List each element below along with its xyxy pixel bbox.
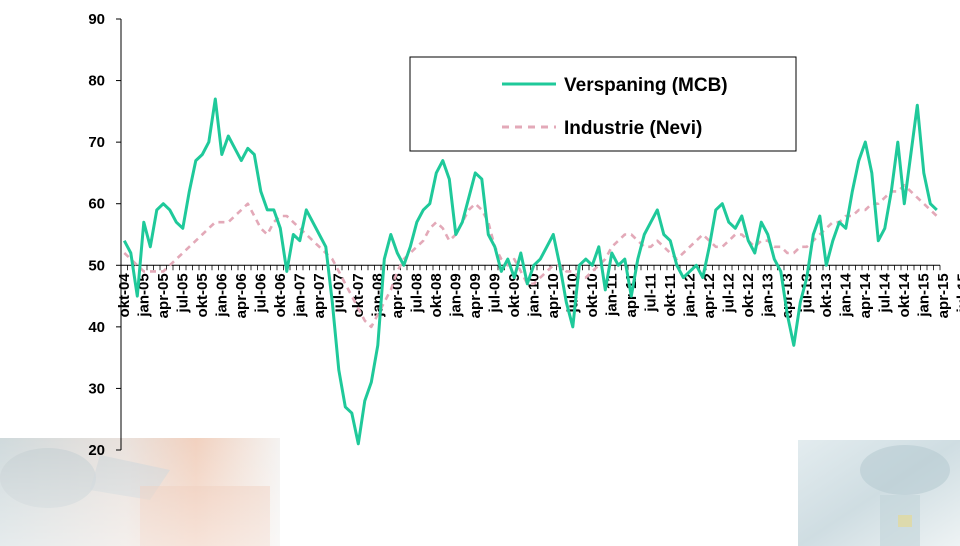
x-tick-label: jan-11 (604, 273, 621, 317)
x-tick-label: okt-06 (272, 273, 289, 317)
x-tick-label: jul-15 (955, 273, 960, 313)
x-tick-label: apr-10 (545, 273, 562, 318)
y-axis-ticks: 20 30 40 50 60 70 80 90 (88, 11, 121, 459)
x-tick-label: jan-07 (292, 273, 309, 317)
y-tick-label: 30 (88, 380, 105, 397)
x-tick-label: jul-05 (175, 273, 192, 313)
y-tick-label: 60 (88, 196, 105, 213)
legend: Verspaning (MCB) Industrie (Nevi) (409, 56, 797, 152)
x-tick-label: jan-05 (136, 273, 153, 317)
y-tick-label: 80 (88, 73, 105, 90)
legend-label-verspaning: Verspaning (MCB) (564, 75, 728, 96)
x-tick-label: okt-05 (194, 273, 211, 317)
x-tick-label: jul-11 (643, 273, 660, 312)
y-tick-label: 70 (88, 134, 105, 151)
x-tick-label: okt-13 (818, 273, 835, 317)
x-tick-label: jul-06 (253, 273, 270, 313)
axes (120, 19, 941, 450)
x-tick-label: apr-08 (389, 273, 406, 318)
x-tick-label: apr-06 (233, 273, 250, 318)
x-tick-label: apr-14 (857, 273, 874, 319)
machining-photo (0, 438, 280, 546)
x-tick-label: okt-14 (896, 273, 913, 318)
x-tick-label: okt-10 (584, 273, 601, 317)
x-tick-label: jul-14 (877, 273, 894, 314)
y-tick-label: 40 (88, 319, 105, 336)
x-tick-label: okt-12 (740, 273, 757, 317)
x-tick-label: jul-08 (409, 273, 426, 313)
x-tick-label: jul-12 (721, 273, 738, 313)
legend-label-industrie: Industrie (Nevi) (564, 118, 702, 139)
x-tick-label: okt-08 (428, 273, 445, 317)
y-tick-label: 90 (88, 11, 105, 28)
x-tick-label: jan-10 (526, 273, 543, 317)
x-tick-label: apr-07 (311, 273, 328, 318)
x-tick-label: apr-12 (701, 273, 718, 318)
x-tick-label: jan-14 (838, 273, 855, 318)
y-tick-label: 20 (88, 442, 105, 459)
x-tick-label: jan-09 (448, 273, 465, 317)
x-tick-label: apr-05 (155, 273, 172, 318)
y-tick-label: 50 (88, 257, 105, 274)
x-tick-label: apr-15 (935, 273, 952, 318)
x-tick-label: okt-09 (506, 273, 523, 317)
legend-box (409, 56, 797, 152)
x-tick-label: jul-13 (799, 273, 816, 313)
x-tick-label: okt-07 (350, 273, 367, 317)
x-tick-label: jul-07 (331, 273, 348, 313)
x-tick-label: okt-11 (662, 273, 679, 316)
x-tick-label: jan-13 (760, 273, 777, 317)
series-layer (122, 97, 938, 446)
milling-photo (798, 440, 960, 546)
x-tick-label: jan-15 (916, 273, 933, 317)
x-tick-label: jan-12 (682, 273, 699, 317)
x-tick-label: jul-09 (487, 273, 504, 313)
series-line-verspaning (122, 97, 938, 446)
x-axis-ticks: okt-04 jan-05 apr-05 jul-05 okt-05 jan-06 apr-… (116, 273, 960, 319)
x-tick-label: jan-06 (214, 273, 231, 317)
x-tick-label: okt-04 (116, 273, 133, 318)
x-tick-label: apr-09 (467, 273, 484, 318)
